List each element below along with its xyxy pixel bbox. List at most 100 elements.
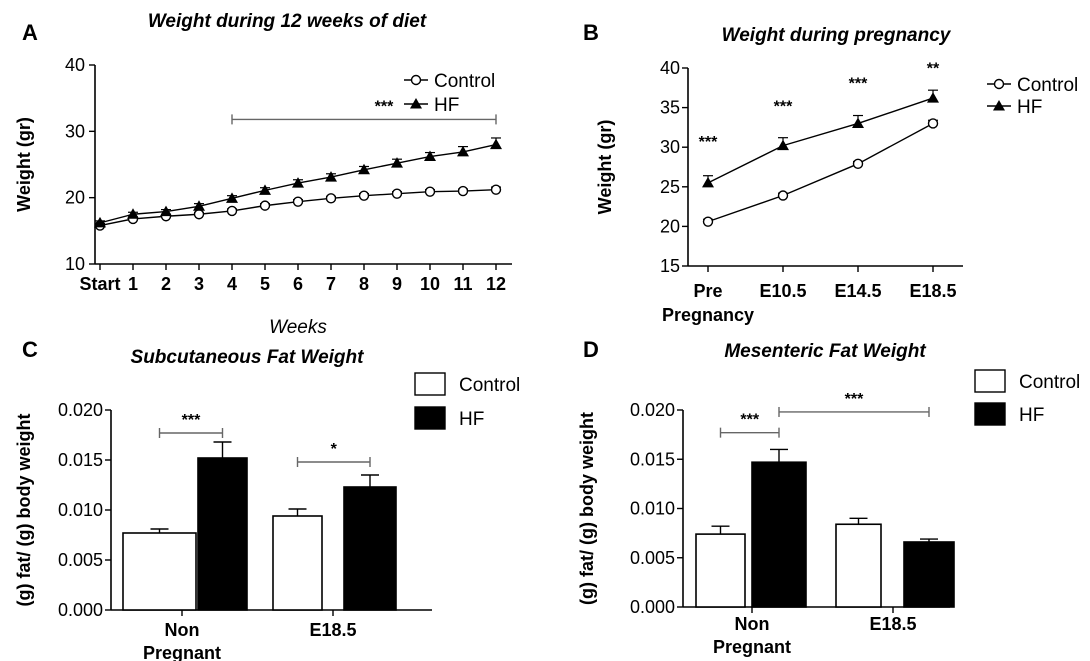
y-tick-label: 0.000: [630, 597, 675, 617]
series-line-hf: [707, 97, 934, 184]
data-point-hf: [292, 177, 304, 188]
y-tick-label: 10: [65, 254, 85, 274]
legend-label: HF: [459, 409, 484, 430]
data-point-control: [424, 186, 436, 197]
legend-swatch-hf: [414, 406, 446, 430]
legend-swatch-control: [974, 369, 1006, 393]
data-point-hf: [777, 139, 789, 151]
y-tick-label: 20: [65, 188, 85, 208]
significance-label: ***: [849, 76, 868, 93]
chart-title: Weight during 12 weeks of diet: [148, 11, 427, 32]
data-point-control: [852, 158, 864, 170]
data-point-hf: [259, 184, 271, 195]
x-tick-label: 6: [293, 274, 303, 294]
significance-label: ***: [375, 98, 394, 115]
legend-label: HF: [434, 95, 459, 116]
significance-label: **: [927, 61, 940, 78]
bar-control: [695, 533, 746, 608]
significance-label: ***: [774, 99, 793, 116]
data-point-hf: [927, 92, 939, 103]
significance-label: ***: [845, 391, 864, 408]
x-tick-label: 11: [453, 274, 472, 294]
y-tick-label: 0.010: [630, 499, 675, 519]
bar-hf: [903, 541, 955, 608]
x-tick-label: E18.5: [909, 281, 956, 301]
data-point-control: [777, 190, 789, 201]
y-axis-label: Weight (gr): [595, 120, 615, 215]
data-point-hf: [702, 176, 714, 188]
y-tick-label: 15: [660, 256, 680, 276]
significance-label: ***: [182, 412, 201, 429]
panel-label: C: [22, 337, 38, 362]
data-point-control: [702, 216, 714, 227]
data-point-hf: [852, 117, 864, 128]
data-point-hf: [358, 163, 370, 175]
legend-label: Control: [1017, 75, 1078, 96]
x-axis-label: Weeks: [269, 317, 327, 338]
panel-label: A: [22, 20, 38, 45]
bar-control: [122, 532, 197, 611]
legend-swatch-control: [414, 372, 446, 396]
y-tick-label: 35: [660, 98, 680, 118]
legend-label: HF: [1019, 405, 1044, 426]
data-point-hf: [391, 157, 403, 168]
significance-label: *: [331, 441, 338, 458]
x-tick-label: 7: [326, 274, 336, 294]
legend-marker-control: [993, 78, 1005, 90]
x-tick-label: Non Pregnant: [713, 614, 791, 657]
x-tick-label: Pre Pregnancy: [662, 281, 754, 325]
data-point-hf: [94, 216, 106, 228]
x-tick-label: 12: [486, 274, 506, 294]
x-tick-label: E10.5: [759, 281, 806, 301]
legend-swatch-hf: [974, 402, 1006, 426]
y-tick-label: 0.015: [58, 450, 103, 470]
x-tick-label: 8: [359, 274, 369, 294]
y-axis-label: Weight (gr): [14, 117, 34, 212]
legend-label: Control: [459, 375, 520, 396]
data-point-hf: [490, 138, 502, 150]
legend-label: Control: [434, 71, 495, 92]
x-tick-label: 2: [161, 274, 171, 294]
legend-marker-hf: [410, 98, 422, 109]
data-point-control: [457, 185, 469, 197]
data-point-hf: [160, 205, 172, 217]
data-point-control: [325, 193, 337, 204]
chart-title: Subcutaneous Fat Weight: [131, 347, 365, 368]
x-tick-label: 9: [392, 274, 402, 294]
x-tick-label: 10: [420, 274, 440, 294]
data-point-control: [358, 190, 370, 201]
data-point-hf: [325, 171, 337, 182]
data-point-hf: [193, 200, 205, 211]
significance-label: ***: [740, 412, 759, 429]
x-tick-label: Non Pregnant: [143, 620, 221, 661]
chart-title: Weight during pregnancy: [722, 25, 952, 46]
y-tick-label: 20: [660, 216, 680, 236]
y-tick-label: 0.015: [630, 449, 675, 469]
y-tick-label: 40: [65, 55, 85, 75]
significance-label: ***: [699, 134, 718, 151]
y-tick-label: 0.020: [58, 400, 103, 420]
bar-control: [835, 523, 882, 608]
legend-marker-control: [410, 74, 422, 86]
y-tick-label: 0.005: [630, 548, 675, 568]
y-tick-label: 40: [660, 58, 680, 78]
y-tick-label: 0.005: [58, 550, 103, 570]
y-tick-label: 25: [660, 177, 680, 197]
panel-label: D: [583, 337, 599, 362]
y-tick-label: 30: [65, 121, 85, 141]
data-point-control: [391, 188, 403, 199]
x-tick-label: 5: [260, 274, 270, 294]
bar-hf: [197, 457, 248, 611]
x-tick-label: E18.5: [309, 620, 356, 640]
legend-label: HF: [1017, 97, 1042, 118]
data-point-control: [927, 118, 939, 129]
x-tick-label: 4: [227, 274, 237, 294]
data-point-hf: [424, 150, 436, 162]
data-point-control: [193, 209, 205, 220]
panel-label: B: [583, 20, 599, 45]
y-tick-label: 30: [660, 137, 680, 157]
series-line-control: [99, 189, 497, 227]
data-point-control: [490, 184, 502, 195]
bar-hf: [751, 461, 807, 608]
chart-title: Mesenteric Fat Weight: [724, 341, 926, 362]
